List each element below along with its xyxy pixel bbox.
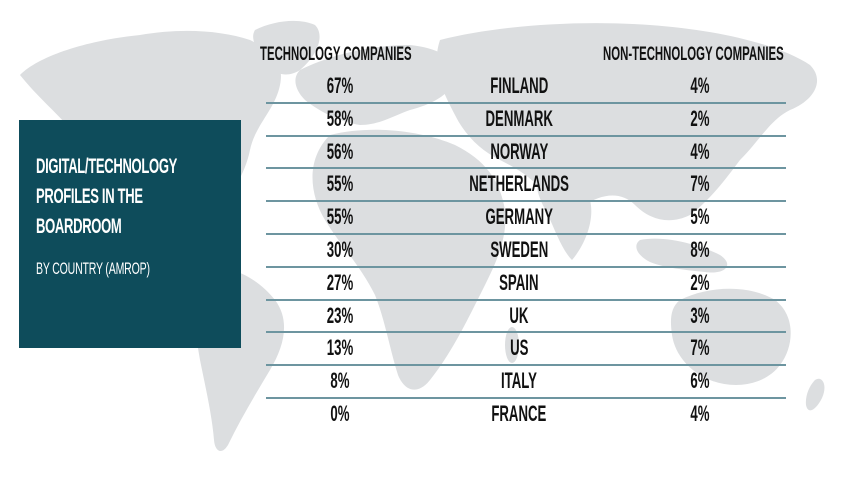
country-name: NETHERLANDS <box>469 171 569 197</box>
table-row: 55% NETHERLANDS 7% <box>266 169 786 203</box>
new-zealand-shape <box>805 378 825 411</box>
header-tech-label: TECHNOLOGY COMPANIES <box>260 44 412 65</box>
country-name: US <box>509 335 529 361</box>
country-name: SWEDEN <box>490 236 548 262</box>
country-name: ITALY <box>501 368 537 394</box>
nontech-value: 2% <box>690 269 710 295</box>
country-name: UK <box>509 302 529 328</box>
madagascar-shape <box>505 327 519 363</box>
tech-value: 67% <box>326 73 354 98</box>
tech-value: 55% <box>326 171 354 197</box>
tech-value: 23% <box>326 302 354 328</box>
greenland-shape <box>253 20 320 75</box>
tech-value: 0% <box>330 400 350 426</box>
tech-value: 27% <box>326 269 354 295</box>
table-row: 23% UK 3% <box>266 301 786 334</box>
tech-value: 30% <box>326 236 354 262</box>
country-name: DENMARK <box>485 105 553 131</box>
table-row: 30% SWEDEN 8% <box>266 235 786 268</box>
nontech-value: 7% <box>690 171 710 197</box>
header-nontech-label: NON-TECHNOLOGY COMPANIES <box>603 44 784 65</box>
title-line-3: BOARDROOM <box>36 215 122 238</box>
nontech-value: 7% <box>690 335 710 361</box>
country-name: SPAIN <box>499 269 539 295</box>
europe-shape <box>295 45 456 125</box>
nontech-value: 2% <box>690 105 710 131</box>
table-row: 8% ITALY 6% <box>266 366 786 399</box>
country-name: GERMANY <box>485 204 553 230</box>
table-row: 56% NORWAY 4% <box>266 137 786 170</box>
nontech-value: 8% <box>690 236 710 262</box>
table-row: 55% GERMANY 5% <box>266 202 786 235</box>
australia-shape <box>670 288 791 385</box>
tech-value: 58% <box>326 105 354 131</box>
tech-value: 55% <box>326 204 354 230</box>
country-name: FRANCE <box>491 400 547 426</box>
india-shape <box>536 169 592 260</box>
africa-shape <box>312 129 506 390</box>
tech-value: 8% <box>330 368 350 394</box>
nontech-value: 6% <box>690 368 710 394</box>
chart-subtitle: BY COUNTRY (AMROP) <box>36 259 150 278</box>
nontech-value: 5% <box>690 204 710 230</box>
header-technology-companies: TECHNOLOGY COMPANIES <box>260 44 513 66</box>
title-line-2: PROFILES IN THE <box>36 185 143 208</box>
nontech-value: 4% <box>690 400 710 426</box>
title-line-1: DIGITAL/TECHNOLOGY <box>36 155 178 178</box>
nontech-value: 4% <box>690 73 710 98</box>
chart-title: DIGITAL/TECHNOLOGY PROFILES IN THE BOARD… <box>36 152 241 242</box>
table-row: 13% US 7% <box>266 333 786 367</box>
country-table: 67% FINLAND 4% 58% DENMARK 2% 56% NORWAY… <box>266 71 786 432</box>
tech-value: 13% <box>326 335 354 361</box>
nontech-value: 3% <box>690 302 710 328</box>
southeast-asia-shape <box>636 238 728 273</box>
title-box: DIGITAL/TECHNOLOGY PROFILES IN THE BOARD… <box>19 120 241 348</box>
table-row: 58% DENMARK 2% <box>266 104 786 137</box>
table-row: 67% FINLAND 4% <box>266 71 786 104</box>
tech-value: 56% <box>326 138 354 164</box>
country-name: NORWAY <box>490 138 548 164</box>
country-name: FINLAND <box>490 73 548 98</box>
asia-shape <box>436 23 818 221</box>
table-row: 0% FRANCE 4% <box>266 399 786 432</box>
table-row: 27% SPAIN 2% <box>266 268 786 301</box>
nontech-value: 4% <box>690 138 710 164</box>
header-non-technology-companies: NON-TECHNOLOGY COMPANIES <box>603 44 848 66</box>
